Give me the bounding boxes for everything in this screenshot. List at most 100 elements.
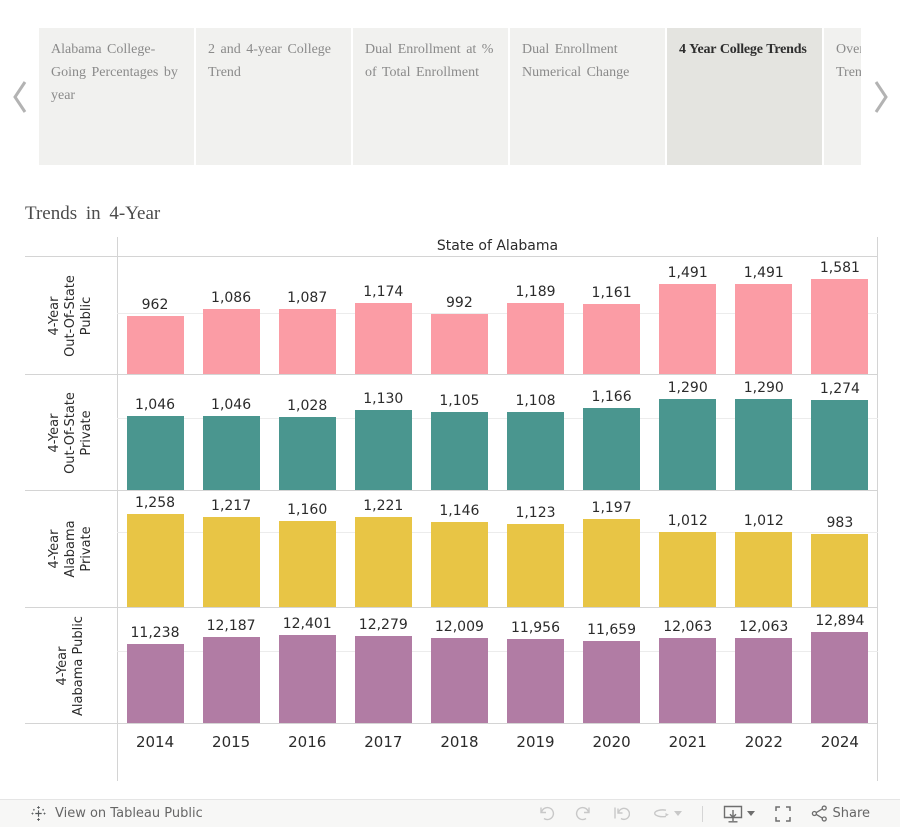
bar-value-label: 12,401 xyxy=(282,616,332,632)
bar[interactable] xyxy=(278,521,336,607)
bar[interactable] xyxy=(354,303,412,374)
share-button[interactable]: Share xyxy=(811,805,870,822)
bar[interactable] xyxy=(126,316,184,374)
x-axis-label: 2016 xyxy=(288,733,327,751)
bar-value-label: 1,174 xyxy=(363,284,404,300)
undo-button[interactable] xyxy=(538,806,555,821)
bar[interactable] xyxy=(278,417,336,490)
x-axis-label: 2014 xyxy=(135,733,175,751)
bar-value-label: 1,189 xyxy=(515,284,556,300)
bar[interactable] xyxy=(507,524,564,607)
bar-value-label: 12,063 xyxy=(663,619,713,635)
bar[interactable] xyxy=(659,638,717,723)
tab-1[interactable]: 2 and 4-year College Trend xyxy=(196,28,351,165)
bar[interactable] xyxy=(659,399,717,490)
bar-value-label: 992 xyxy=(446,295,473,311)
bar[interactable] xyxy=(735,399,793,490)
gridline xyxy=(117,651,878,652)
caret-down-icon xyxy=(674,811,683,816)
fullscreen-button[interactable] xyxy=(775,805,792,822)
axis-line-left xyxy=(117,237,118,781)
bar[interactable] xyxy=(735,638,793,723)
bar[interactable] xyxy=(811,534,869,607)
bar[interactable] xyxy=(354,636,412,723)
bar[interactable] xyxy=(430,638,488,723)
chart-row-2: 4-Year Alabama Private 1,258 1,217 1,160 1,221… xyxy=(25,491,878,608)
bar[interactable] xyxy=(811,279,869,374)
download-button[interactable] xyxy=(723,805,756,823)
bar[interactable] xyxy=(126,514,184,607)
tab-0[interactable]: Alabama College-Going Percentages by yea… xyxy=(39,28,194,165)
tabs-scroll-left-button[interactable] xyxy=(0,28,39,165)
bar[interactable] xyxy=(202,416,260,490)
bar[interactable] xyxy=(507,639,564,723)
bar-chart: State of Alabama 4-Year Out-Of-State Publi… xyxy=(25,237,878,781)
bar-value-label: 1,160 xyxy=(287,502,328,518)
refresh-button[interactable] xyxy=(650,807,683,820)
bar[interactable] xyxy=(811,400,869,490)
row-label-line: 4-Year xyxy=(55,646,70,685)
bar[interactable] xyxy=(126,416,184,490)
bar-value-label: 12,009 xyxy=(434,619,484,635)
tab-3[interactable]: Dual Enrollment Numerical Change xyxy=(510,28,665,165)
tab-4[interactable]: 4 Year College Trends xyxy=(667,28,822,165)
bar[interactable] xyxy=(278,309,336,374)
bar-value-label: 1,491 xyxy=(667,265,708,281)
view-on-tableau-public-label: View on Tableau Public xyxy=(55,806,203,821)
bar[interactable] xyxy=(507,303,564,374)
fullscreen-icon xyxy=(775,805,792,822)
bar[interactable] xyxy=(202,637,260,723)
download-device-icon xyxy=(724,805,743,822)
tabs-viewport: Alabama College-Going Percentages by yea… xyxy=(39,28,861,165)
chevron-right-icon xyxy=(874,80,888,113)
bar[interactable] xyxy=(202,309,260,374)
bar[interactable] xyxy=(430,314,488,374)
bar-value-label: 1,012 xyxy=(667,513,708,529)
undo-icon xyxy=(540,806,555,821)
bar[interactable] xyxy=(583,408,641,490)
bar-value-label: 1,012 xyxy=(743,513,784,529)
bar-value-label: 1,123 xyxy=(515,505,556,521)
row-label-cell: 4-Year Alabama Private xyxy=(25,491,117,607)
bar-value-label: 1,166 xyxy=(591,389,632,405)
bar[interactable] xyxy=(735,532,793,607)
bar[interactable] xyxy=(202,517,260,607)
row-label-cell: 4-Year Alabama Public xyxy=(25,608,117,723)
bar[interactable] xyxy=(430,412,488,490)
bar[interactable] xyxy=(583,304,641,374)
bar-value-label: 1,197 xyxy=(591,500,632,516)
row-label-cell: 4-Year Out-Of-State Public xyxy=(25,257,117,374)
bar[interactable] xyxy=(278,635,336,723)
bar-value-label: 11,956 xyxy=(511,620,560,636)
row-label-line: Alabama Public xyxy=(71,615,86,716)
bar[interactable] xyxy=(583,519,641,607)
tab-2[interactable]: Dual Enrollment at % of Total Enrollment xyxy=(353,28,508,165)
tabs-scroll-right-button[interactable] xyxy=(861,28,900,165)
sheet-tab-bar: Alabama College-Going Percentages by yea… xyxy=(0,0,900,165)
bar[interactable] xyxy=(126,644,184,723)
bar[interactable] xyxy=(735,284,793,374)
refresh-icon xyxy=(654,809,670,818)
bar[interactable] xyxy=(507,412,564,490)
tab-5[interactable]: Over Tren xyxy=(824,28,861,165)
tableau-logo-icon xyxy=(31,806,46,821)
reset-button[interactable] xyxy=(612,806,631,821)
bar[interactable] xyxy=(811,632,869,723)
bar-value-label: 1,290 xyxy=(743,380,784,396)
bar[interactable] xyxy=(659,532,717,607)
chart-row-1: 4-Year Out-Of-State Private 1,046 1,046 1,028… xyxy=(25,375,878,491)
axis-line-right xyxy=(877,237,878,781)
column-header: State of Alabama xyxy=(436,238,559,254)
bar[interactable] xyxy=(354,410,412,490)
x-axis-label: 2024 xyxy=(820,733,859,751)
bar[interactable] xyxy=(354,517,412,607)
redo-button[interactable] xyxy=(575,806,592,821)
bar-value-label: 11,238 xyxy=(130,625,180,641)
chart-title: Trends in 4-Year xyxy=(25,203,161,224)
chart-row-3: 4-Year Alabama Public 11,238 12,187 12,401 12… xyxy=(25,608,878,724)
bar[interactable] xyxy=(430,522,488,607)
bar-value-label: 1,581 xyxy=(819,260,860,276)
bar[interactable] xyxy=(583,641,641,723)
view-on-tableau-public-link[interactable]: View on Tableau Public xyxy=(30,805,203,822)
bar[interactable] xyxy=(659,284,717,374)
